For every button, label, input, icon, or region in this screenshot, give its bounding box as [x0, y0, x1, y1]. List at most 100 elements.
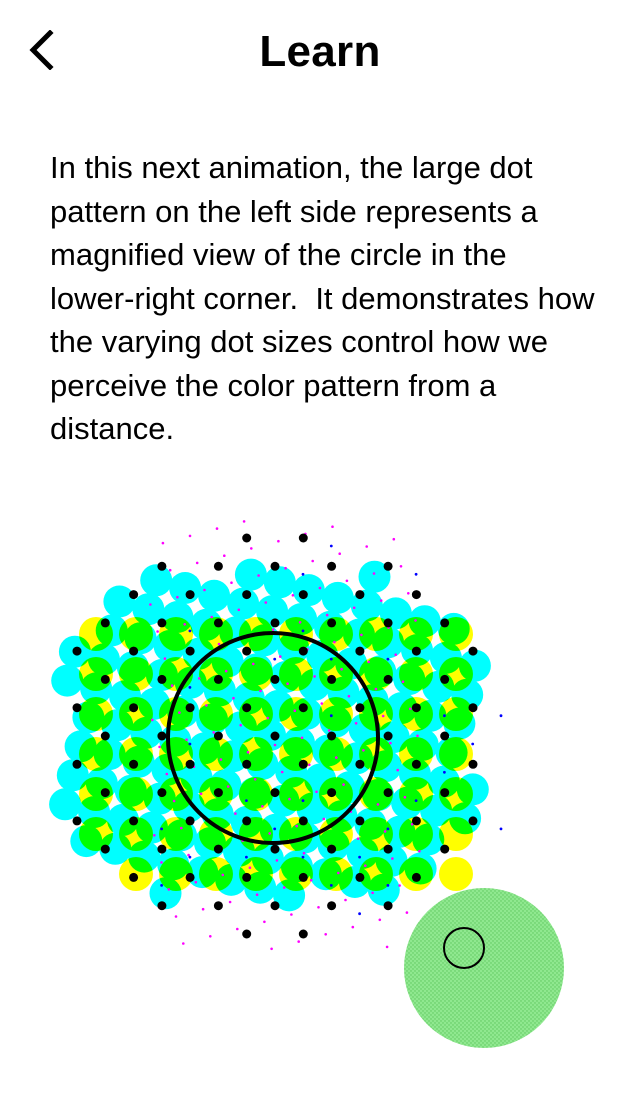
- magenta-dot: [298, 621, 302, 624]
- cyan-dot: [290, 697, 323, 730]
- magenta-dot: [203, 588, 206, 592]
- magenta-dot: [246, 750, 250, 754]
- magenta-dot: [194, 880, 198, 884]
- magenta-dot: [266, 716, 270, 720]
- cyan-dot: [383, 815, 416, 848]
- cyan-dot: [256, 595, 289, 628]
- page-title: Learn: [259, 27, 381, 76]
- black-dot: [411, 759, 421, 769]
- black-dot: [298, 816, 308, 826]
- black-dot: [440, 788, 450, 798]
- magenta-dot: [360, 633, 363, 637]
- cyan-dot: [51, 664, 84, 697]
- cyan-dot: [408, 605, 441, 638]
- magenta-dot: [317, 906, 320, 909]
- black-dot: [327, 788, 337, 798]
- magenta-dot: [308, 763, 311, 767]
- cyan-dot: [298, 668, 331, 701]
- black-dot: [213, 788, 223, 798]
- cyan-dot: [99, 832, 132, 865]
- cyan-dot: [219, 616, 252, 649]
- cyan-dot: [211, 645, 244, 678]
- blue-dot: [188, 629, 192, 633]
- black-dot: [157, 561, 167, 571]
- cyan-dot: [362, 779, 395, 811]
- cyan-dot: [364, 655, 397, 688]
- cyan-dot: [87, 643, 120, 676]
- magenta-dot: [356, 837, 360, 840]
- magenta-dot: [392, 537, 396, 541]
- magenta-dot: [210, 615, 213, 619]
- cyan-dot: [343, 618, 375, 651]
- blue-dot: [499, 827, 503, 831]
- cyan-dot: [203, 674, 236, 707]
- black-dot: [411, 816, 421, 826]
- magenta-dot: [396, 768, 400, 772]
- black-dot: [298, 590, 308, 600]
- cyan-dot: [157, 848, 190, 881]
- magenta-dot: [236, 927, 239, 931]
- black-dot: [157, 674, 167, 684]
- cyan-dot: [456, 773, 489, 806]
- magenta-dot: [280, 770, 284, 774]
- blue-dot: [301, 855, 305, 859]
- cyan-dot: [283, 726, 315, 759]
- magenta-dot: [297, 940, 301, 943]
- cyan-dot: [116, 651, 149, 684]
- magenta-dot: [187, 853, 190, 857]
- blue-dot: [329, 714, 333, 718]
- blue-dot: [160, 884, 164, 887]
- magnifier-circle: [166, 631, 380, 845]
- black-dot: [185, 590, 195, 600]
- black-dot: [440, 618, 450, 628]
- magenta-dot: [160, 861, 163, 864]
- magenta-dot: [367, 660, 371, 664]
- magenta-dot: [197, 677, 201, 680]
- cyan-dot: [404, 852, 437, 885]
- black-dot: [242, 929, 252, 939]
- magenta-dot: [407, 592, 410, 595]
- magenta-dot: [340, 667, 343, 671]
- black-dot: [129, 759, 139, 769]
- magenta-dot: [215, 527, 219, 530]
- magenta-dot: [338, 552, 342, 555]
- cyan-dot: [285, 603, 318, 636]
- magenta-dot: [295, 824, 299, 828]
- black-dot: [327, 844, 337, 854]
- magenta-dot: [364, 864, 367, 867]
- blue-dot: [414, 799, 418, 802]
- cyan-dot: [182, 637, 215, 670]
- cyan-dot: [420, 794, 453, 827]
- blue-dot: [471, 742, 475, 746]
- magenta-dot: [209, 935, 212, 938]
- black-dot: [213, 674, 223, 684]
- cyan-dot: [78, 796, 111, 829]
- blue-dot: [273, 827, 277, 831]
- cyan-dot: [244, 871, 277, 904]
- cyan-dot: [248, 624, 281, 657]
- magenta-dot: [342, 783, 345, 786]
- blue-dot: [301, 799, 305, 802]
- black-dot: [242, 590, 252, 600]
- magenta-dot: [333, 640, 336, 644]
- magenta-dot: [365, 545, 369, 548]
- magenta-dot: [261, 805, 264, 808]
- magenta-dot: [379, 599, 383, 602]
- black-dot: [411, 872, 421, 882]
- blue-dot: [386, 884, 390, 887]
- cyan-dot: [103, 585, 136, 618]
- black-dot: [355, 816, 365, 826]
- black-dot: [411, 646, 421, 656]
- back-button[interactable]: [14, 22, 70, 78]
- magenta-dot: [257, 574, 260, 577]
- magenta-dot: [344, 898, 347, 902]
- black-dot: [72, 816, 82, 826]
- magenta-dot: [385, 945, 389, 949]
- blue-dot: [414, 572, 418, 576]
- magenta-dot: [300, 736, 304, 740]
- blue-dot: [301, 572, 305, 576]
- magenta-dot: [163, 657, 167, 660]
- cyan-dot: [124, 622, 157, 655]
- app-header: Learn: [0, 0, 640, 104]
- cyan-dot: [391, 786, 424, 819]
